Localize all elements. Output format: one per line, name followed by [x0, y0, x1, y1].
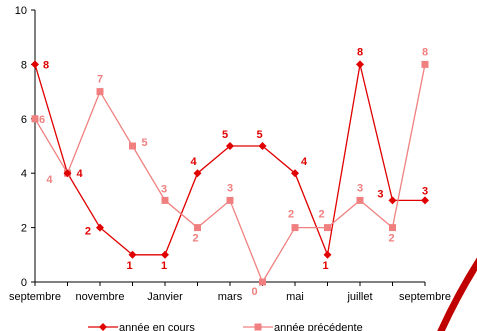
data-point-annee-en-cours	[258, 142, 267, 150]
data-point-annee-en-cours	[356, 60, 364, 69]
y-tick-label: 10	[15, 5, 27, 17]
data-label: 2	[288, 209, 294, 221]
y-tick-label: 0	[21, 277, 27, 289]
data-label: 7	[97, 74, 103, 86]
data-label: 3	[357, 182, 363, 194]
data-point-annee-en-cours	[388, 196, 397, 205]
data-label: 4	[77, 168, 84, 180]
data-point-annee-en-cours	[31, 60, 39, 69]
y-tick-label: 2	[21, 223, 27, 235]
decorative-arc	[437, 257, 477, 331]
data-point-annee-en-cours	[291, 169, 299, 178]
data-label: 8	[43, 59, 49, 71]
data-label: 3	[161, 183, 167, 195]
data-point-annee-en-cours	[193, 169, 202, 178]
data-point-annee-precedente	[129, 142, 136, 150]
series-line-annee-precedente	[34, 64, 426, 284]
data-label: 8	[422, 46, 428, 58]
data-point-annee-precedente	[324, 224, 331, 232]
data-label: 5	[222, 129, 228, 141]
legend-marker	[254, 323, 262, 331]
data-label: 5	[256, 129, 262, 141]
data-point-annee-en-cours	[323, 250, 332, 259]
x-tick-label: Janvier	[147, 291, 183, 303]
data-point-annee-precedente	[194, 224, 201, 232]
data-point-annee-en-cours	[161, 250, 169, 259]
data-point-annee-precedente	[291, 224, 299, 232]
data-point-annee-precedente	[31, 115, 39, 123]
data-point-annee-en-cours	[421, 196, 429, 205]
data-point-annee-precedente	[421, 60, 429, 68]
x-tick-label: mai	[286, 291, 304, 303]
data-label: 1	[126, 260, 132, 272]
x-tick-label: septembre	[9, 291, 61, 303]
data-point-annee-en-cours	[63, 169, 72, 178]
data-point-annee-precedente	[161, 196, 169, 204]
data-point-annee-en-cours	[226, 142, 234, 150]
data-label: 3	[377, 188, 383, 200]
data-label: 0	[251, 286, 257, 298]
legend-label: année en cours	[119, 322, 195, 331]
data-label: 2	[388, 233, 394, 245]
data-label: 6	[39, 114, 45, 126]
data-label: 3	[422, 185, 428, 197]
y-tick-label: 6	[21, 114, 27, 126]
data-label: 1	[161, 260, 167, 272]
data-point-annee-precedente	[259, 278, 266, 286]
data-label: 8	[357, 46, 363, 58]
data-label: 4	[190, 156, 197, 168]
x-tick-label: juillet	[346, 291, 372, 303]
data-label: 5	[142, 137, 148, 149]
legend-label: année précédente	[274, 322, 363, 331]
x-tick-label: novembre	[76, 291, 125, 303]
x-tick-label: mars	[218, 291, 243, 303]
x-tick-label: septembre	[399, 291, 451, 303]
y-tick-label: 4	[21, 168, 27, 180]
data-point-annee-precedente	[226, 196, 234, 204]
data-label: 2	[85, 226, 91, 238]
data-label: 3	[227, 182, 233, 194]
data-label: 4	[46, 174, 53, 186]
series-line-annee-en-cours	[34, 64, 425, 258]
data-point-annee-precedente	[389, 224, 396, 232]
data-point-annee-en-cours	[96, 223, 104, 232]
y-tick-label: 8	[21, 59, 27, 71]
data-point-annee-precedente	[356, 196, 364, 204]
data-point-annee-en-cours	[128, 250, 137, 259]
data-label: 1	[322, 260, 328, 272]
data-label: 2	[318, 209, 324, 221]
legend-marker	[99, 323, 107, 331]
data-label: 4	[301, 156, 308, 168]
data-label: 2	[192, 233, 198, 245]
data-point-annee-precedente	[96, 88, 104, 96]
